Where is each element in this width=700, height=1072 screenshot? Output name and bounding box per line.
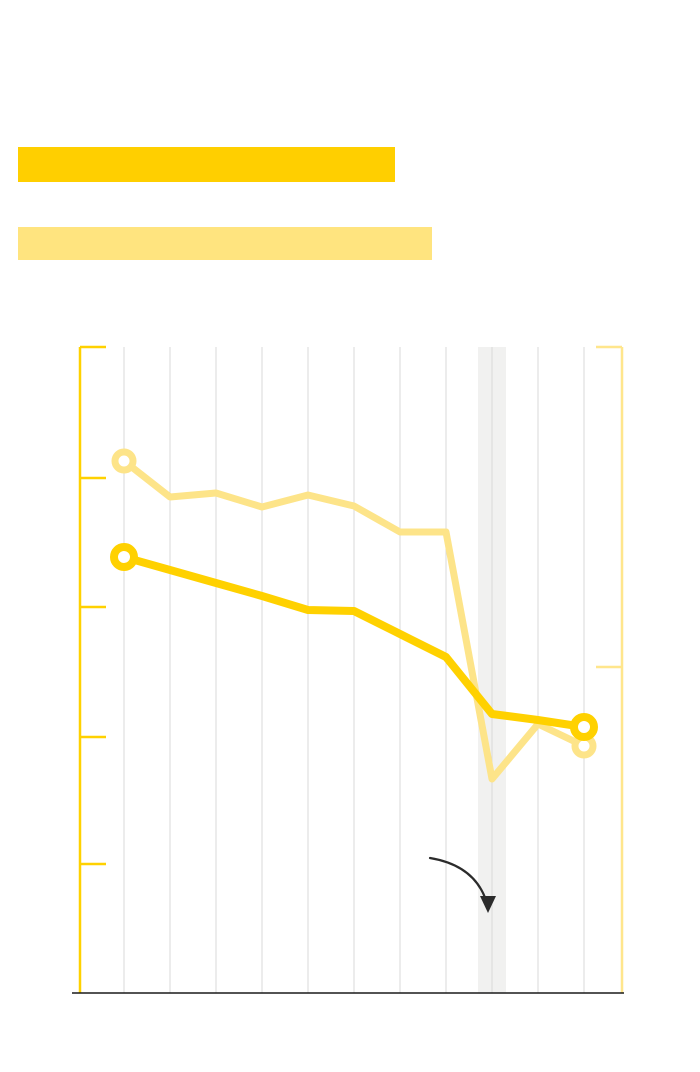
annotation-group (428, 856, 496, 913)
series-group (121, 458, 586, 783)
series-line-series-secondary (121, 458, 586, 783)
series-markers-group (110, 448, 598, 759)
subtitle-placeholder-bar (18, 227, 432, 260)
marker-start-series-primary (110, 543, 138, 571)
marker-end-series-primary (570, 713, 598, 741)
marker-start-series-secondary (111, 448, 137, 474)
series-line-series-primary (122, 553, 585, 731)
downward-trend-arrow-head (480, 896, 496, 913)
title-placeholder-bar (18, 147, 395, 182)
axes-group (72, 345, 624, 994)
gridlines-group (123, 347, 585, 993)
